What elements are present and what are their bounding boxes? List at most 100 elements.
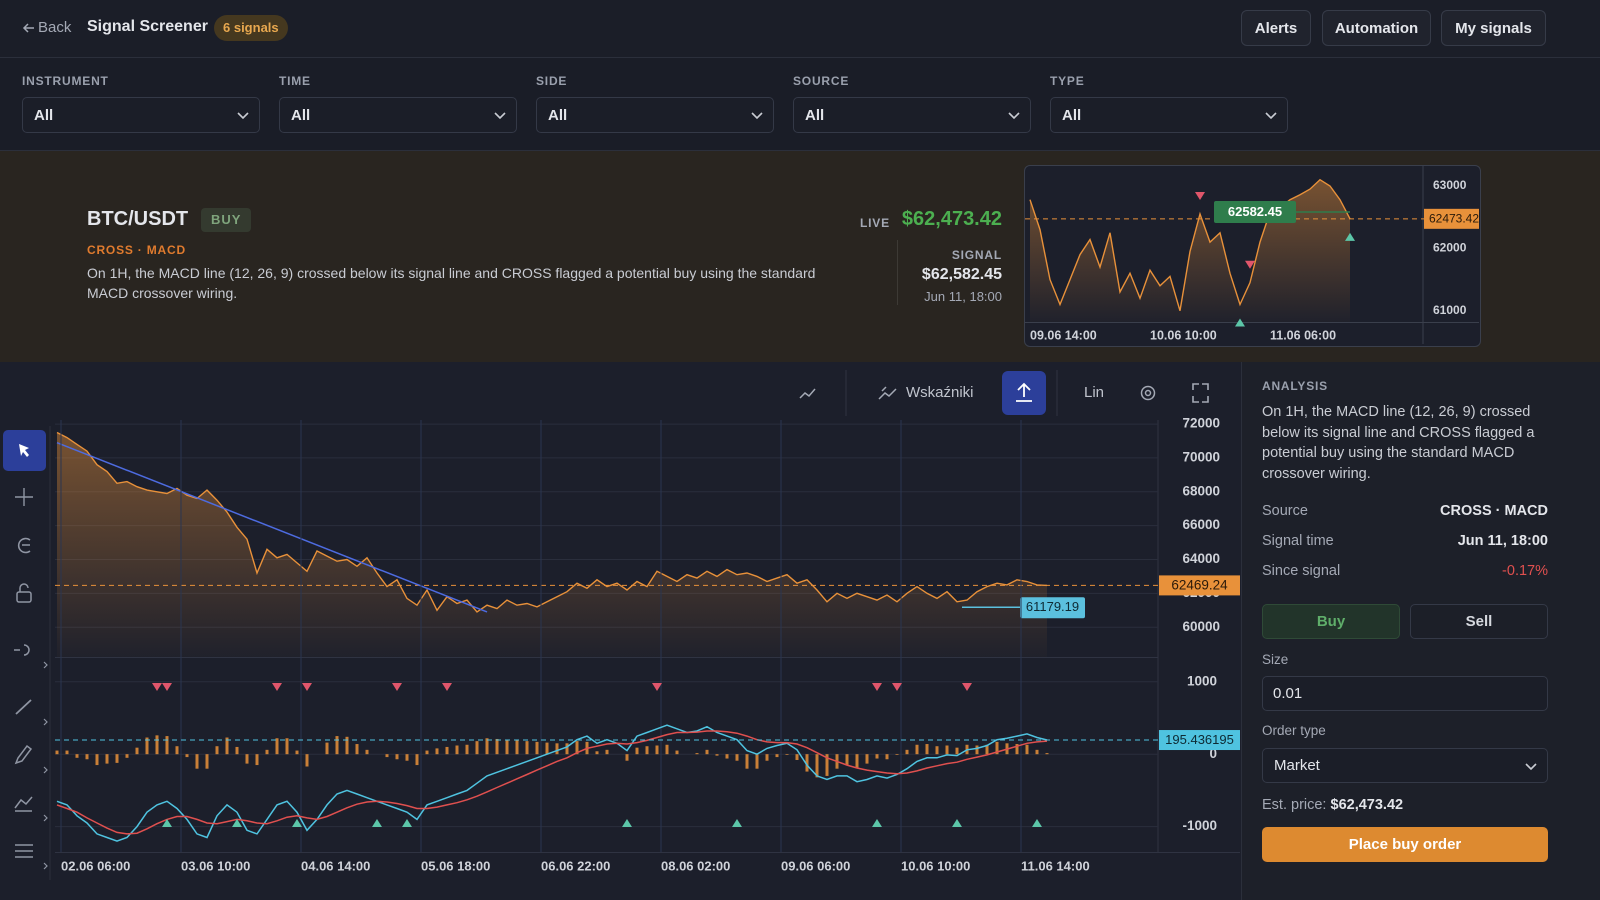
histogram-bar [775,754,779,758]
settings-icon[interactable] [1140,385,1156,401]
my-signals-button[interactable]: My signals [1441,10,1546,46]
histogram-bar [525,741,529,755]
order-type-value: Market [1274,757,1320,774]
histogram-bar [365,749,369,755]
histogram-bar [55,750,59,755]
filter-select[interactable]: All [279,97,517,133]
last-price-label: 62473.42 [1429,211,1479,225]
est-price-label: Est. price: [1262,797,1327,813]
buy-marker [1235,318,1245,327]
y-tick-label: 70000 [1182,449,1220,464]
row-value: -0.17% [1502,563,1548,579]
alerts-button[interactable]: Alerts [1241,10,1311,46]
y-tick-label: -1000 [1182,818,1217,833]
buy-marker [402,819,412,827]
back-link[interactable]: Back [38,19,72,36]
indicators-icon[interactable] [878,386,897,400]
sell-marker [892,683,902,691]
buy-marker [732,819,742,827]
y-tick-label: 61000 [1433,303,1467,317]
chevron [237,112,249,120]
pattern-tool[interactable] [14,796,33,812]
histogram-bar [785,754,789,755]
signal-label: SIGNAL [951,248,1002,262]
filter-select[interactable]: All [536,97,774,133]
buy-toggle[interactable]: Buy [1262,604,1400,639]
macd-line [56,724,1048,842]
signal-price: $62,582.45 [921,266,1002,283]
order-type-select[interactable]: Market [1262,748,1548,783]
histogram-bar [565,743,569,755]
histogram-bar [745,754,749,769]
filter-select[interactable]: All [22,97,260,133]
histogram-bar [75,754,79,758]
upload-icon[interactable] [1016,382,1032,402]
buy-marker [1345,232,1355,241]
size-label: Size [1262,652,1289,667]
line-chart-icon[interactable] [799,388,816,399]
x-tick-label: 02.06 06:00 [61,858,130,873]
fullscreen-icon[interactable] [1192,383,1209,403]
place-order-button[interactable]: Place buy order [1262,827,1548,862]
histogram-bar [455,745,459,755]
histogram-bar [955,747,959,755]
trendline-tool[interactable] [15,699,32,715]
measure-tool[interactable] [14,644,30,656]
row-label: Signal time [1262,533,1334,549]
last-price-label: 62469.24 [1171,577,1228,592]
histogram-bar [1015,744,1019,755]
menu-tool[interactable] [15,844,33,858]
histogram-bar [515,740,519,755]
est-price: Est. price: $62,473.42 [1262,797,1403,813]
filter-label: INSTRUMENT [22,74,109,88]
buy-marker [1032,819,1042,827]
histogram-bar [925,744,929,755]
brush-tool[interactable] [14,744,33,765]
filter-label: TIME [279,74,311,88]
y-tick-label: 68000 [1182,483,1220,498]
filter-select[interactable]: All [1050,97,1288,133]
size-input[interactable]: 0.01 [1262,676,1548,711]
histogram-bar [495,738,499,755]
chevron [1008,112,1020,120]
histogram-bar [355,744,359,755]
histogram-bar [935,746,939,755]
filter-label: SOURCE [793,74,850,88]
histogram-bar [645,746,649,755]
filter-select[interactable]: All [793,97,1031,133]
histogram-bar [395,754,399,760]
histogram-bar [225,737,229,755]
histogram-bar [405,754,409,761]
histogram-bar [765,754,769,761]
price-alert-badge [1020,597,1085,619]
sell-marker [652,683,662,691]
magnet-tool[interactable] [17,537,31,554]
histogram-bar [895,754,899,755]
chevron [1525,763,1537,771]
y-tick-label: 0 [1209,746,1217,761]
lock-tool[interactable] [16,591,32,603]
sell-marker [272,683,282,691]
histogram-bar [695,753,699,755]
histogram-bar [255,754,259,766]
y-tick-label: 72000 [1182,416,1220,431]
buy-marker [372,819,382,827]
automation-button[interactable]: Automation [1322,10,1431,46]
area-fill [57,432,1047,657]
histogram-bar [915,744,919,755]
scale-button[interactable]: Lin [1084,384,1105,401]
cursor-icon [19,444,29,457]
last-value-label: 195.436195 [1165,732,1234,747]
sell-toggle[interactable]: Sell [1410,604,1548,639]
x-tick-label: 11.06 14:00 [1021,858,1090,873]
indicators-button[interactable]: Wskaźniki [906,384,974,401]
histogram-bar [975,745,979,755]
histogram-bar [305,754,309,767]
crosshair-tool[interactable] [15,488,33,506]
histogram-bar [155,735,159,755]
histogram-bar [205,754,209,769]
signal-description: On 1H, the MACD line (12, 26, 9) crossed… [87,265,816,301]
filter-value: All [291,106,311,124]
